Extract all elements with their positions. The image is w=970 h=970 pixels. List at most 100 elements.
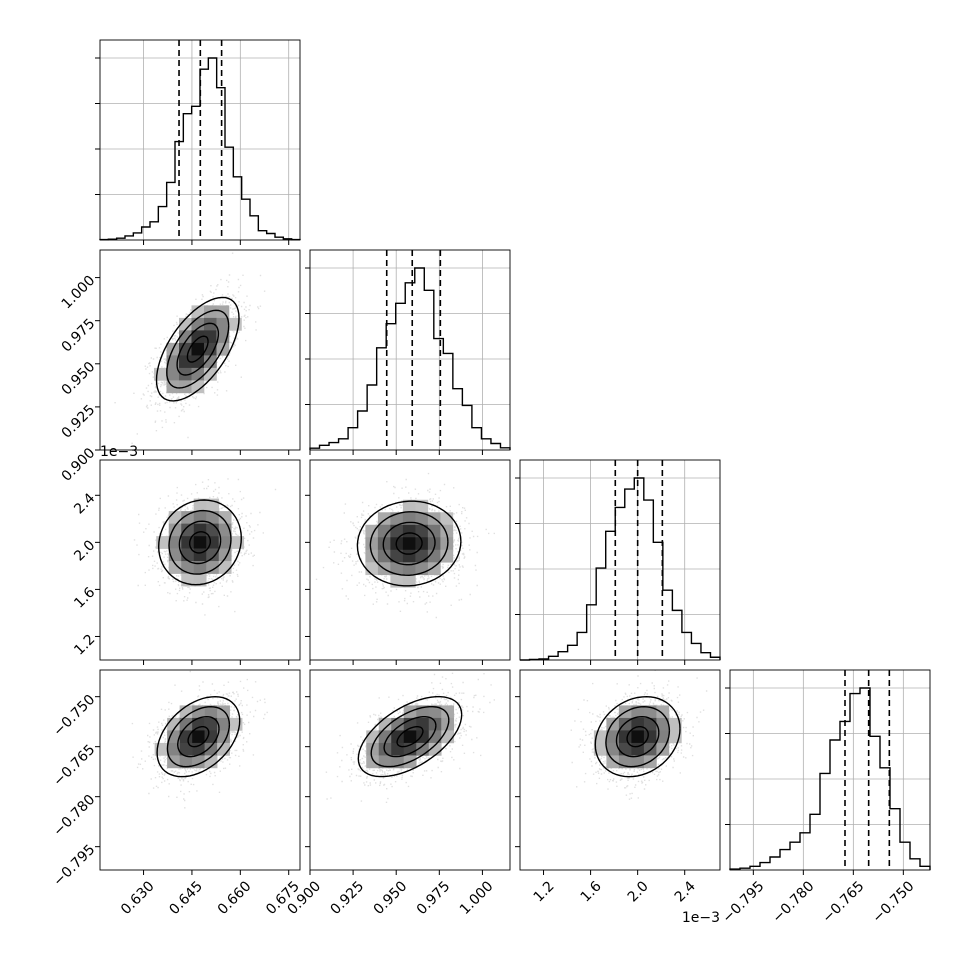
y-tick-label: −0.780 — [50, 792, 98, 840]
contour-0 — [186, 335, 209, 363]
panel-content — [325, 672, 495, 803]
density-cell — [166, 367, 180, 381]
panel-3-2: 1.2 1.6 2.0 2.4 — [515, 669, 721, 905]
panel-2-2 — [515, 459, 721, 665]
panel-frame — [519, 669, 721, 871]
density-cell — [378, 730, 392, 744]
x-tick-label: 2.0 — [625, 878, 652, 905]
panel-content — [114, 252, 266, 444]
density-cell — [593, 742, 607, 756]
density-cell — [378, 742, 392, 756]
panel-2-1 — [305, 459, 511, 665]
density-cell — [427, 562, 441, 576]
density-cell — [191, 330, 205, 344]
density-cell — [179, 717, 193, 731]
density-cell — [229, 717, 243, 731]
y-tick-label: −0.765 — [50, 742, 98, 790]
density-cell — [656, 705, 670, 719]
density-cell — [217, 717, 230, 731]
density-cell — [193, 523, 207, 537]
panel-frame — [519, 459, 721, 661]
panel-frame — [99, 459, 301, 661]
x-tick-label: 1.6 — [578, 878, 605, 905]
density-cell — [606, 742, 620, 756]
y-tick-label: 2.4 — [71, 490, 98, 517]
density-cell — [402, 499, 416, 513]
y-tick-label: −0.795 — [50, 842, 98, 890]
density-cell — [441, 705, 455, 719]
density-cell — [428, 705, 442, 719]
x-offset-text: 1e−3 — [682, 910, 720, 926]
density-cell — [378, 755, 392, 769]
y-tick-label: 0.925 — [59, 402, 99, 442]
density-cell — [440, 549, 454, 563]
density-cell — [402, 562, 416, 576]
x-tick-label: −0.765 — [820, 878, 868, 926]
density-cell — [167, 730, 180, 744]
density-cell — [377, 537, 391, 551]
panel-content — [131, 670, 268, 809]
y-tick-label: 0.950 — [59, 359, 99, 399]
y-tick-label: 1.6 — [71, 584, 98, 611]
histogram-step-3 — [729, 687, 931, 870]
density-cell — [178, 317, 192, 331]
x-tick-label: 0.660 — [215, 878, 255, 918]
density-cell — [179, 742, 193, 756]
density-cell — [606, 717, 620, 731]
y-tick-label: 0.900 — [59, 445, 99, 485]
density-cell — [168, 511, 182, 524]
density-cell — [415, 524, 429, 538]
density-cell — [191, 355, 205, 369]
y-tick-label: 0.975 — [59, 316, 99, 356]
panel-1-1 — [305, 249, 511, 455]
x-tick-label: −0.795 — [720, 878, 768, 926]
density-cell — [377, 549, 391, 563]
density-cell — [192, 717, 205, 731]
panel-content — [315, 472, 495, 619]
x-tick-label: 1.000 — [457, 878, 497, 918]
panel-3-3: −0.795 −0.780 −0.765 −0.750 — [720, 669, 931, 926]
density-cell — [366, 742, 380, 756]
density-cell — [217, 730, 230, 744]
contour-3 — [157, 499, 242, 586]
y-tick-label: 1.000 — [59, 273, 99, 313]
density-cell — [656, 730, 670, 744]
density-cell — [179, 730, 193, 744]
density-cell — [441, 730, 455, 744]
contour-0 — [187, 726, 210, 748]
contour-2 — [605, 705, 671, 768]
density-cell — [228, 317, 242, 331]
density-cell — [203, 330, 217, 344]
x-tick-label: −0.750 — [870, 878, 918, 926]
density-cell — [216, 317, 230, 331]
density-cell — [415, 512, 429, 526]
density-cell — [377, 512, 391, 526]
density-cell — [192, 742, 205, 756]
contour-0 — [395, 532, 423, 555]
density-cell — [181, 523, 195, 537]
contour-3 — [356, 500, 462, 587]
density-cell — [606, 755, 620, 769]
contour-2 — [369, 511, 449, 577]
density-cell — [206, 548, 220, 562]
y-tick-label: 2.0 — [71, 537, 98, 564]
density-cell — [656, 717, 670, 731]
density-cell — [402, 574, 416, 588]
contour-3 — [357, 696, 463, 778]
density-cell — [377, 524, 391, 538]
histogram-step-0 — [99, 57, 301, 241]
contour-0 — [189, 531, 211, 554]
x-tick-label: 1.2 — [531, 878, 558, 905]
density-cell — [181, 536, 195, 549]
panel-frame — [309, 459, 511, 661]
y-offset-text: 1e−3 — [100, 444, 138, 460]
density-cell — [365, 562, 379, 576]
density-cell — [167, 742, 180, 756]
contour-1 — [178, 520, 222, 565]
density-cell — [193, 498, 207, 512]
contour-0 — [626, 726, 649, 748]
contour-1 — [383, 716, 437, 758]
density-cell — [193, 536, 207, 549]
contour-1 — [382, 521, 436, 566]
